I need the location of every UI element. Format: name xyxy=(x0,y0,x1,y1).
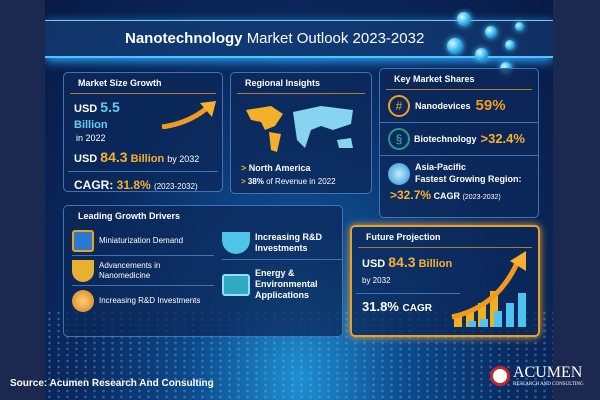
share-value: >32.4% xyxy=(480,131,525,146)
unit: Billion xyxy=(130,153,165,165)
region-label: North America xyxy=(248,163,311,173)
infographic: Nanotechnology Market Outlook 2023-2032 … xyxy=(45,0,553,400)
value: 84.3 xyxy=(100,149,128,165)
market-size-card: Market Size Growth USD 5.5 Billion in 20… xyxy=(63,72,223,192)
growth-bar-chart-icon xyxy=(448,247,538,335)
key-market-shares-card: Key Market Shares # Nanodevices 59% § Bi… xyxy=(379,68,539,218)
growth-drivers-card: Leading Growth Drivers Miniaturization D… xyxy=(63,205,343,337)
driver-item: Increasing R&D Investments xyxy=(222,232,342,260)
value: 84.3 xyxy=(388,254,416,270)
driver-label: Increasing R&D Investments xyxy=(255,232,323,253)
driver-label: Energy & Environmental Applications xyxy=(255,268,318,300)
apac-value: >32.7% xyxy=(390,188,432,202)
value-2032: USD 84.3 Billion by 2032 xyxy=(68,144,218,172)
year-2022: in 2022 xyxy=(76,133,106,143)
unit: Billion xyxy=(418,258,453,270)
value: 5.5 xyxy=(100,99,120,115)
value-2022: USD 5.5 Billion xyxy=(64,94,164,133)
driver-item: Advancements in Nanomedicine xyxy=(72,260,214,286)
apac-period: (2023-2032) xyxy=(462,194,501,201)
cagr: CAGR: 31.8% (2023-2032) xyxy=(64,172,222,192)
region-share: > 38% of Revenue in 2022 xyxy=(241,177,336,186)
right-border xyxy=(553,0,600,400)
driver-item: Increasing R&D Investments xyxy=(72,290,214,315)
share-item-nanodevices: # Nanodevices 59% xyxy=(380,90,538,123)
title-rest: Market Outlook 2023-2032 xyxy=(246,30,425,47)
mortar-pestle-icon xyxy=(222,232,250,254)
page-title: Nanotechnology Market Outlook 2023-2032 xyxy=(125,30,424,48)
left-border xyxy=(0,0,45,400)
unit: Billion xyxy=(74,119,108,131)
apac-line2: Fastest Growing Region: xyxy=(415,174,522,184)
growth-arrow-icon xyxy=(160,99,220,130)
apac-line1: Asia-Pacific xyxy=(415,162,467,172)
dna-icon: § xyxy=(388,128,410,150)
acumen-logo: ACUMEN RESEARCH AND CONSULTING xyxy=(490,364,584,388)
card-heading: Future Projection xyxy=(358,227,532,248)
globe-icon xyxy=(388,163,410,185)
regional-insights-card: Regional Insights > North America > 38% … xyxy=(230,72,372,194)
apac-cagr: >32.7% CAGR (2023-2032) xyxy=(380,187,538,205)
share-label: Biotechnology xyxy=(414,134,477,144)
year: by 2032 xyxy=(362,276,391,285)
share-value: 59% xyxy=(475,97,506,114)
chip-icon: # xyxy=(388,95,410,117)
currency: USD xyxy=(74,153,98,165)
currency: USD xyxy=(362,258,386,270)
card-heading: Market Size Growth xyxy=(70,73,216,94)
share-text: of Revenue in 2022 xyxy=(266,177,336,186)
driver-item: Energy & Environmental Applications xyxy=(222,268,342,304)
card-heading: Key Market Shares xyxy=(386,69,532,90)
driver-label: Miniaturization Demand xyxy=(99,236,184,245)
logo-name: ACUMEN xyxy=(513,364,583,381)
microchip-icon xyxy=(72,230,94,252)
region-name: > North America xyxy=(241,163,311,173)
share-value: 38% xyxy=(247,177,264,186)
bowl-icon xyxy=(72,260,94,282)
future-value: USD 84.3 Billion by 2032 xyxy=(356,248,460,294)
future-cagr: 31.8% CAGR xyxy=(352,294,448,322)
share-label: Nanodevices xyxy=(415,101,471,111)
logo-tagline: RESEARCH AND CONSULTING xyxy=(513,382,584,387)
cagr-label: CAGR xyxy=(402,303,432,314)
driver-item: Miniaturization Demand xyxy=(72,230,214,256)
currency: USD xyxy=(74,103,98,115)
title-band xyxy=(45,20,553,58)
driver-label: Advancements in Nanomedicine xyxy=(99,261,161,280)
future-projection-card: Future Projection USD 84.3 Billion by 20… xyxy=(350,225,540,337)
solar-panel-atom-icon xyxy=(222,273,250,296)
share-item-asia-pacific: Asia-Pacific Fastest Growing Region: xyxy=(380,156,538,187)
apac-cagr-label: CAGR xyxy=(433,191,461,201)
globe-logo-icon xyxy=(490,366,510,386)
cagr-value: 31.8% xyxy=(116,178,151,192)
cagr-period: (2023-2032) xyxy=(154,182,198,191)
driver-label: Increasing R&D Investments xyxy=(99,296,201,305)
year: by 2032 xyxy=(167,154,200,164)
cagr-value: 31.8% xyxy=(362,299,399,314)
share-item-biotechnology: § Biotechnology >32.4% xyxy=(380,123,538,156)
cagr-label: CAGR: xyxy=(74,178,114,192)
world-map-icon xyxy=(231,94,371,158)
card-heading: Regional Insights xyxy=(237,73,365,94)
source-text: Source: Acumen Research And Consulting xyxy=(10,378,214,389)
lightbulb-atom-icon xyxy=(72,290,94,312)
card-heading: Leading Growth Drivers xyxy=(78,211,181,221)
title-bold: Nanotechnology xyxy=(125,30,243,47)
